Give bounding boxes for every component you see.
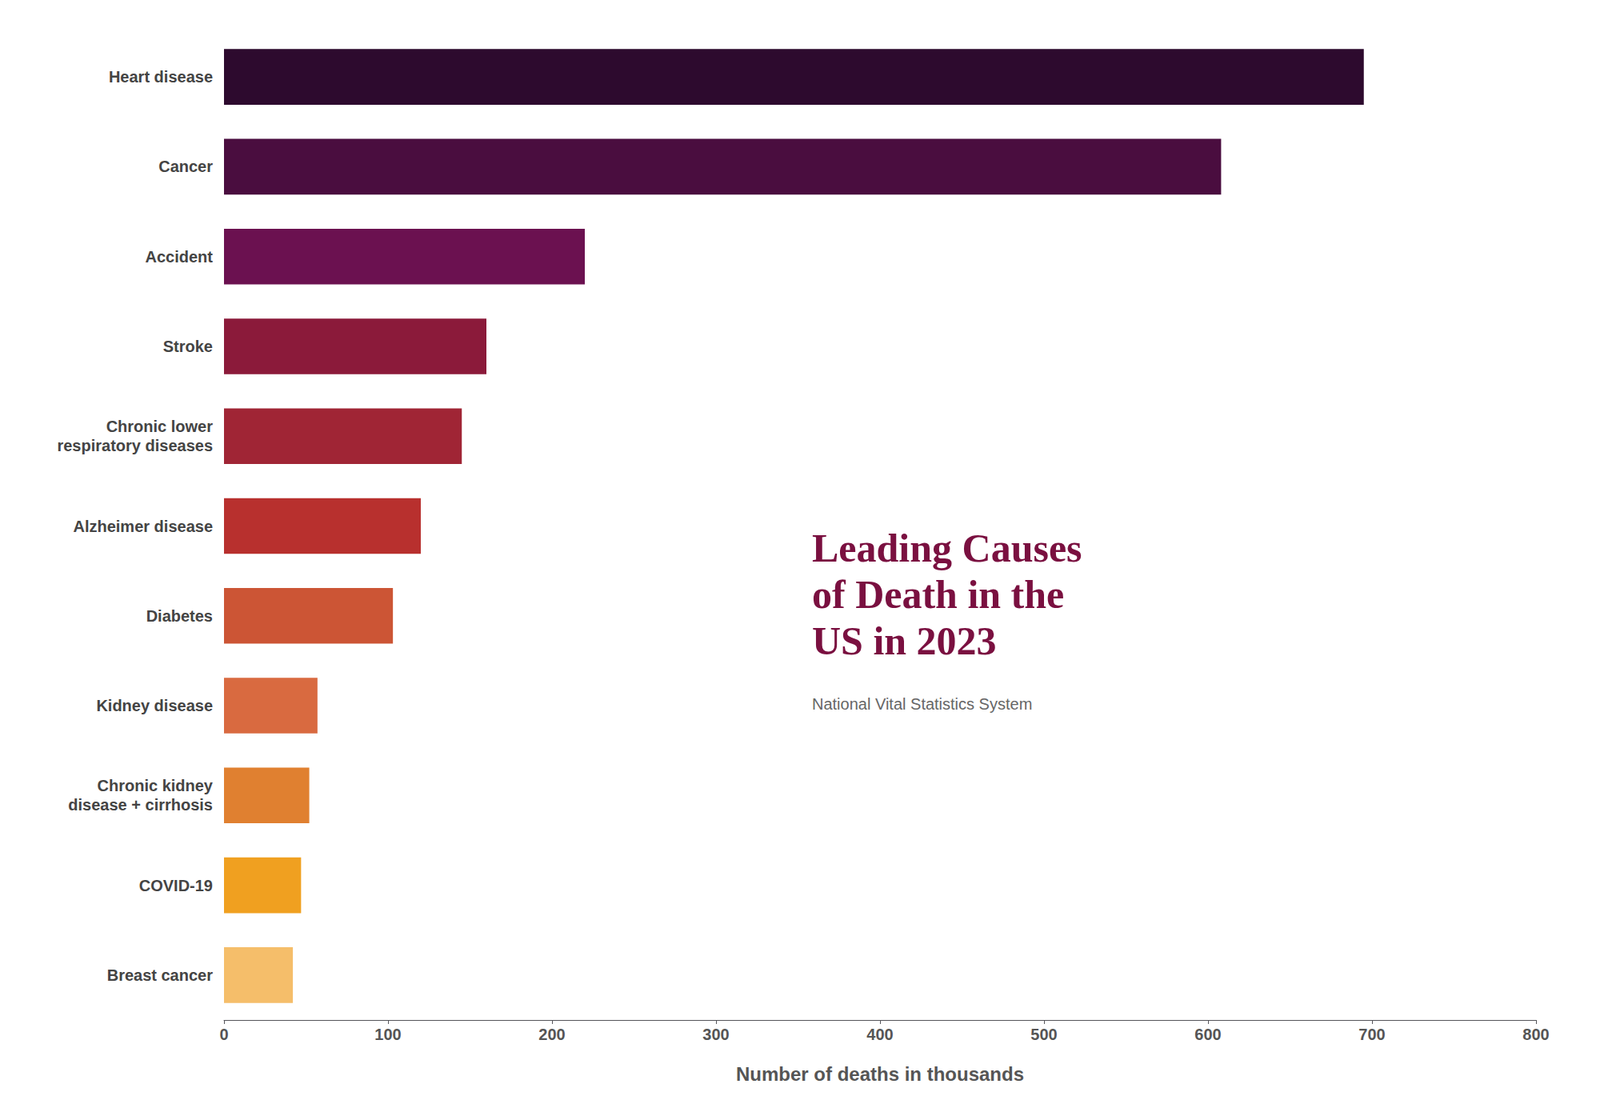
svg-text:Diabetes: Diabetes	[146, 607, 213, 625]
svg-text:600: 600	[1194, 1025, 1221, 1044]
svg-text:400: 400	[866, 1025, 893, 1044]
svg-text:US in 2023: US in 2023	[812, 618, 997, 664]
svg-text:Cancer: Cancer	[158, 157, 213, 176]
svg-text:700: 700	[1358, 1025, 1385, 1044]
svg-text:Chronic kidney: Chronic kidney	[97, 776, 214, 795]
svg-text:100: 100	[374, 1025, 401, 1044]
svg-text:Alzheimer disease: Alzheimer disease	[72, 517, 213, 536]
svg-text:Leading Causes: Leading Causes	[812, 525, 1083, 571]
svg-text:National Vital Statistics Syst: National Vital Statistics System	[812, 695, 1032, 713]
svg-text:disease + cirrhosis: disease + cirrhosis	[68, 796, 213, 814]
svg-text:Heart disease: Heart disease	[108, 68, 213, 86]
svg-text:800: 800	[1522, 1025, 1549, 1044]
svg-text:Accident: Accident	[145, 248, 214, 266]
svg-text:Breast cancer: Breast cancer	[107, 966, 214, 984]
svg-text:Number of deaths in thousands: Number of deaths in thousands	[736, 1063, 1024, 1085]
svg-text:of Death in the: of Death in the	[812, 572, 1064, 617]
svg-text:0: 0	[219, 1025, 228, 1044]
svg-text:Kidney disease: Kidney disease	[96, 696, 213, 715]
svg-text:Chronic lower: Chronic lower	[106, 417, 214, 436]
svg-text:respiratory diseases: respiratory diseases	[56, 436, 213, 455]
svg-text:200: 200	[538, 1025, 565, 1044]
svg-text:Stroke: Stroke	[163, 337, 213, 356]
svg-text:500: 500	[1030, 1025, 1057, 1044]
svg-text:COVID-19: COVID-19	[139, 876, 213, 895]
svg-text:300: 300	[702, 1025, 729, 1044]
